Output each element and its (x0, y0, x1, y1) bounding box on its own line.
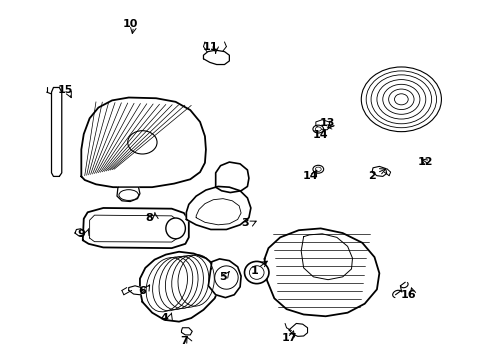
Polygon shape (216, 162, 249, 193)
Text: 4: 4 (160, 313, 169, 323)
Polygon shape (301, 234, 352, 280)
Polygon shape (203, 50, 229, 64)
Text: 10: 10 (122, 19, 138, 29)
Text: 13: 13 (319, 118, 335, 128)
Ellipse shape (361, 67, 441, 132)
Text: 8: 8 (146, 213, 153, 222)
Polygon shape (75, 229, 84, 236)
Text: 16: 16 (401, 290, 416, 300)
Polygon shape (196, 199, 241, 225)
Polygon shape (83, 208, 189, 248)
Text: 9: 9 (77, 229, 85, 239)
Text: 3: 3 (241, 218, 249, 228)
Ellipse shape (245, 261, 269, 284)
Polygon shape (265, 228, 379, 316)
Ellipse shape (249, 266, 264, 279)
Ellipse shape (313, 125, 324, 133)
Polygon shape (372, 166, 387, 176)
Polygon shape (289, 323, 308, 336)
Text: 5: 5 (219, 272, 227, 282)
Text: 14: 14 (313, 130, 329, 140)
Text: 14: 14 (303, 171, 319, 181)
Text: 2: 2 (368, 171, 376, 181)
Polygon shape (51, 87, 62, 176)
Ellipse shape (316, 167, 321, 171)
Ellipse shape (166, 218, 185, 239)
Text: 11: 11 (203, 42, 219, 52)
Text: 1: 1 (251, 266, 259, 276)
Polygon shape (316, 120, 331, 130)
Ellipse shape (316, 127, 321, 131)
Polygon shape (129, 286, 144, 295)
Text: 7: 7 (180, 336, 188, 346)
Polygon shape (181, 328, 192, 335)
Ellipse shape (313, 165, 324, 173)
Polygon shape (117, 187, 140, 202)
Polygon shape (208, 259, 241, 298)
Polygon shape (81, 98, 206, 187)
Polygon shape (90, 215, 177, 242)
Text: 15: 15 (57, 85, 73, 95)
Text: 6: 6 (139, 286, 147, 296)
Text: 12: 12 (418, 157, 434, 167)
Ellipse shape (119, 190, 139, 201)
Polygon shape (186, 186, 251, 229)
Text: 17: 17 (281, 333, 297, 343)
Polygon shape (140, 252, 220, 321)
